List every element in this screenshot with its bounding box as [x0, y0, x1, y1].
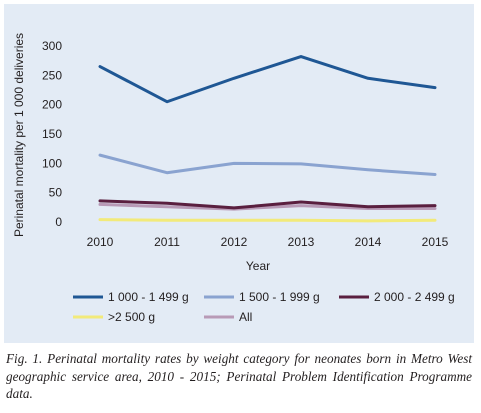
y-tick-label: 50 — [49, 186, 63, 200]
series-line — [98, 199, 437, 210]
y-tick-label: 300 — [42, 39, 62, 53]
chart-panel: Perinatal mortality per 1 000 deliveries… — [4, 4, 474, 343]
x-tick-label: 2012 — [221, 235, 248, 249]
series-line — [98, 218, 437, 223]
legend-label: >2 500 g — [108, 310, 155, 324]
x-tick-label: 2013 — [288, 235, 315, 249]
x-axis-title: Year — [246, 259, 270, 273]
x-tick-label: 2015 — [422, 235, 449, 249]
legend-label: 1 500 - 1 999 g — [239, 290, 320, 304]
line-chart: Perinatal mortality per 1 000 deliveries… — [12, 33, 455, 324]
x-tick-label: 2010 — [87, 235, 114, 249]
legend-label: 1 000 - 1 499 g — [108, 290, 189, 304]
y-tick-label: 200 — [42, 98, 62, 112]
y-axis-title: Perinatal mortality per 1 000 deliveries — [12, 33, 26, 237]
series-line — [98, 153, 437, 176]
legend-label: 2 000 - 2 499 g — [374, 290, 455, 304]
y-tick-label: 100 — [42, 156, 62, 170]
figure-caption: Fig. 1. Perinatal mortality rates by wei… — [6, 351, 472, 401]
series-line — [98, 202, 437, 211]
legend-label: All — [239, 310, 252, 324]
x-tick-label: 2011 — [154, 235, 180, 249]
x-tick-label: 2014 — [355, 235, 382, 249]
y-tick-label: 0 — [55, 215, 62, 229]
y-tick-label: 150 — [42, 127, 62, 141]
y-tick-label: 250 — [42, 68, 62, 82]
series-line — [98, 55, 437, 104]
